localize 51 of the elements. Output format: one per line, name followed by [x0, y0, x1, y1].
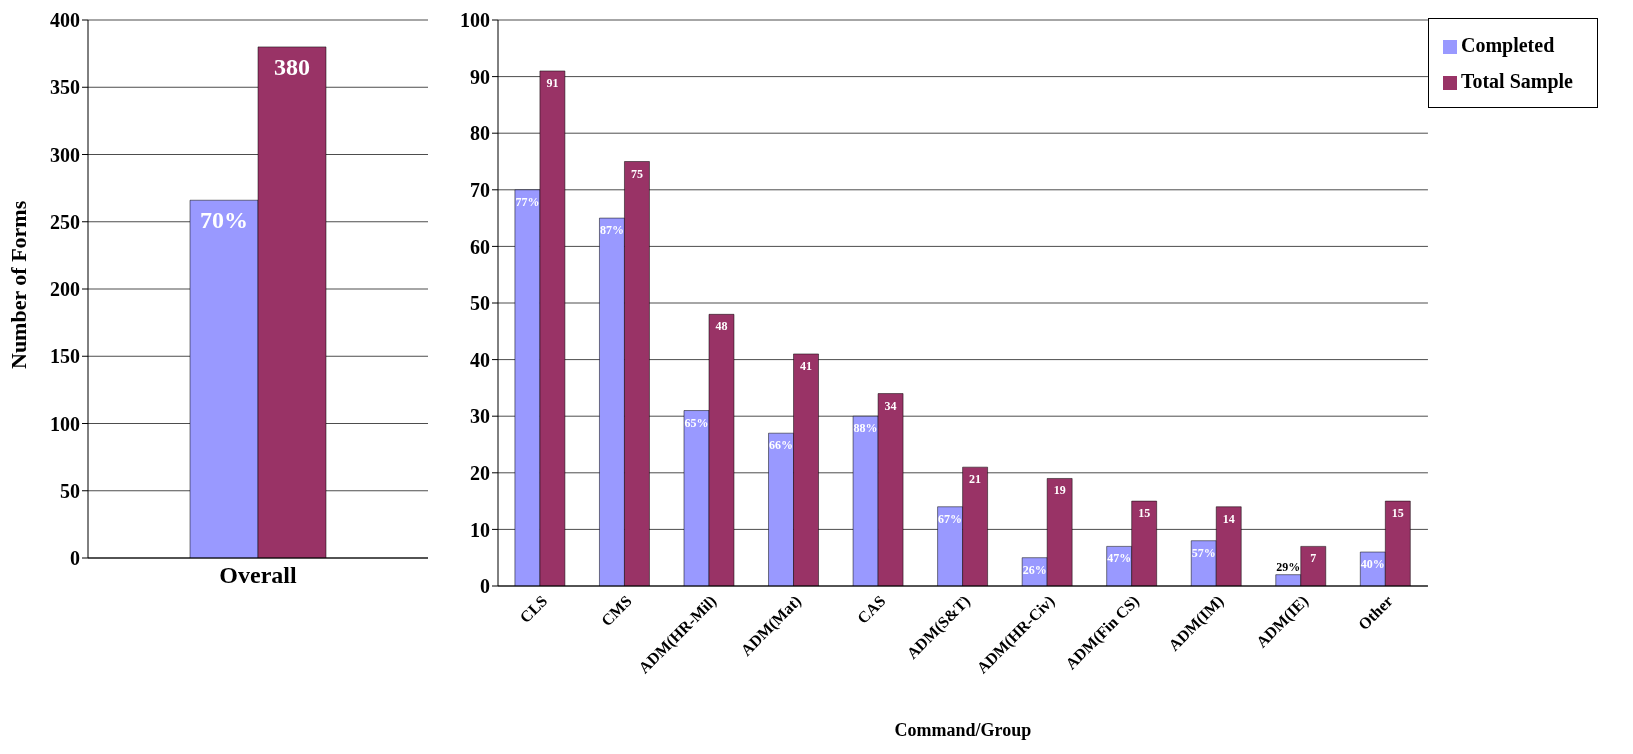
annotation: 66%: [769, 438, 794, 453]
data-label: 75: [630, 166, 643, 181]
data-label: 19: [1053, 483, 1066, 498]
y-tick-label: 100: [50, 412, 80, 435]
y-tick-label: 90: [470, 65, 490, 88]
data-label: 380: [274, 53, 310, 80]
y-axis-title: Number of Forms: [5, 200, 31, 369]
annotation: 70%: [200, 207, 248, 234]
y-tick-label: 350: [50, 76, 80, 99]
annotation: 57%: [1191, 545, 1216, 560]
data-label: 15: [1138, 506, 1151, 521]
y-tick-label: 40: [470, 348, 490, 371]
data-label: 15: [1391, 506, 1404, 521]
y-tick-label: 70: [470, 178, 490, 201]
data-label: 34: [884, 398, 897, 413]
y-tick-label: 60: [470, 235, 490, 258]
data-label: 91: [546, 75, 559, 90]
y-tick-label: 0: [480, 575, 490, 598]
x-tick-label: Overall: [219, 562, 297, 589]
y-tick-label: 400: [50, 9, 80, 32]
y-tick-label: 0: [70, 547, 80, 570]
y-tick-label: 80: [470, 122, 490, 145]
data-label: 14: [1222, 511, 1235, 526]
y-tick-label: 50: [470, 292, 490, 315]
x-tick-label: CAS: [853, 592, 889, 627]
y-tick-label: 150: [50, 345, 80, 368]
annotation: 67%: [938, 511, 963, 526]
annotation: 26%: [1022, 562, 1047, 577]
y-tick-label: 30: [470, 405, 490, 428]
annotation: 88%: [853, 421, 878, 436]
legend-label: Completed: [1460, 34, 1555, 56]
annotation: 29%: [1276, 559, 1301, 574]
data-label: 48: [715, 319, 728, 334]
annotation: 77%: [515, 194, 540, 209]
annotation: 87%: [599, 223, 624, 238]
y-tick-label: 300: [50, 143, 80, 166]
x-axis-title: Command/Group: [894, 720, 1032, 740]
y-tick-label: 100: [460, 9, 490, 32]
y-tick-label: 200: [50, 278, 80, 301]
data-label: 41: [800, 358, 813, 373]
y-tick-label: 10: [470, 518, 490, 541]
y-tick-label: 50: [60, 479, 80, 502]
data-label: 7: [1310, 551, 1317, 566]
y-tick-label: 250: [50, 210, 80, 233]
y-tick-label: 20: [470, 461, 490, 484]
annotation: 65%: [684, 415, 709, 430]
annotation: 40%: [1360, 557, 1385, 572]
x-tick-label: CLS: [516, 592, 551, 627]
data-label: 21: [969, 472, 982, 487]
annotation: 47%: [1107, 551, 1132, 566]
legend-label: Total Sample: [1460, 70, 1573, 92]
